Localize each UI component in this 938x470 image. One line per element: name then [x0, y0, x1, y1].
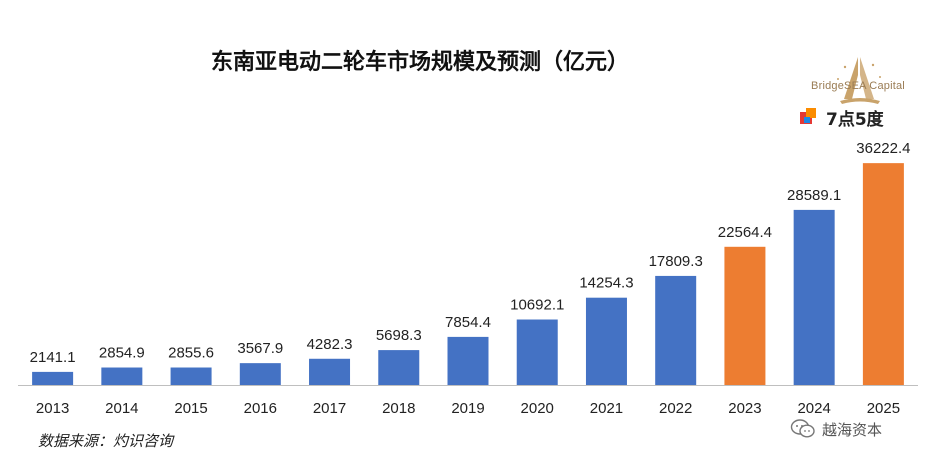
x-tick-2016: 2016: [244, 400, 277, 417]
value-label-2024: 28589.1: [787, 187, 841, 204]
bar-2022: [655, 275, 697, 385]
x-tick-2021: 2021: [590, 400, 623, 417]
value-label-2017: 4282.3: [307, 336, 353, 353]
bar-2023: [724, 246, 766, 385]
value-label-2023: 22564.4: [718, 224, 772, 241]
x-tick-2025: 2025: [867, 400, 900, 417]
x-tick-2014: 2014: [105, 400, 138, 417]
x-tick-2022: 2022: [659, 400, 692, 417]
wechat-icon: [790, 419, 815, 438]
value-label-2018: 5698.3: [376, 327, 422, 344]
chart-title: 东南亚电动二轮车市场规模及预测（亿元）: [210, 50, 629, 75]
partner-logo: 7点5度: [798, 104, 884, 130]
value-label-2025: 36222.4: [856, 140, 910, 157]
value-label-2020: 10692.1: [510, 297, 564, 314]
partner-name: 7点5度: [826, 109, 884, 130]
value-label-2019: 7854.4: [445, 314, 491, 331]
bar-2024: [793, 209, 835, 385]
bar-2025: [862, 163, 904, 385]
x-tick-2019: 2019: [451, 400, 484, 417]
x-tick-2024: 2024: [797, 400, 830, 417]
bar-2016: [239, 363, 281, 385]
bridgesea-logo-icon: [837, 57, 881, 104]
value-label-2021: 14254.3: [579, 275, 633, 292]
x-tick-2020: 2020: [521, 400, 554, 417]
value-label-2014: 2854.9: [99, 345, 145, 362]
value-label-2015: 2855.6: [168, 345, 214, 362]
value-label-2022: 17809.3: [649, 253, 703, 270]
x-tick-2015: 2015: [174, 400, 207, 417]
bar-2019: [447, 336, 489, 385]
watermark-text: 越海资本: [822, 420, 883, 439]
brand-name: BridgeSEA Capital: [811, 80, 905, 92]
bar-2021: [585, 297, 627, 385]
value-label-2016: 3567.9: [237, 340, 283, 357]
x-tick-2023: 2023: [728, 400, 761, 417]
x-tick-2018: 2018: [382, 400, 415, 417]
value-label-2013: 2141.1: [30, 349, 76, 366]
x-tick-2013: 2013: [36, 400, 69, 417]
partner-mark-icon: [800, 108, 816, 124]
bar-2018: [378, 350, 420, 385]
bar-2017: [309, 358, 351, 385]
bar-2014: [101, 367, 143, 385]
bar-2015: [170, 367, 212, 385]
bar-2013: [32, 371, 74, 385]
bar-2020: [516, 319, 558, 385]
data-source-note: 数据来源：灼识咨询: [38, 432, 174, 450]
wechat-watermark: 越海资本: [790, 418, 882, 440]
x-tick-2017: 2017: [313, 400, 346, 417]
